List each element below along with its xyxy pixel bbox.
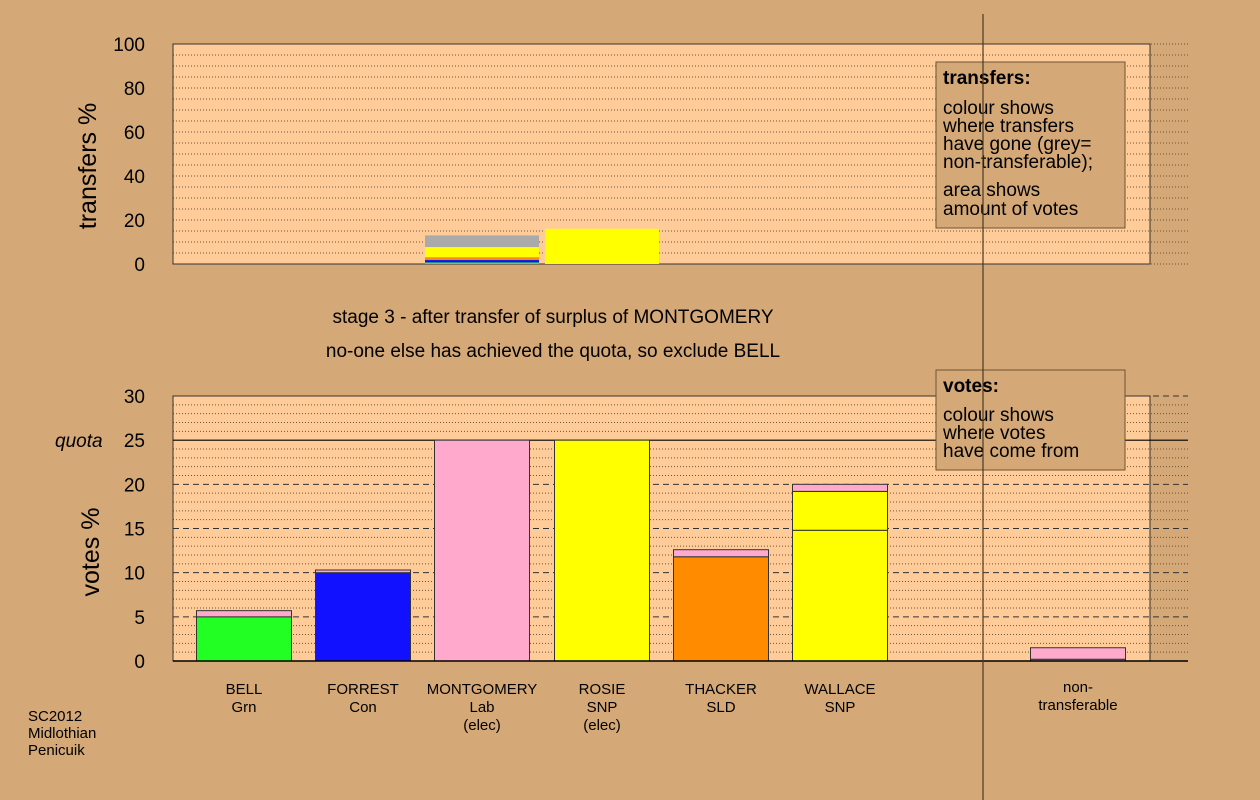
votes-axis-title: votes % xyxy=(77,508,105,597)
stage-caption-line1: stage 3 - after transfer of surplus of M… xyxy=(332,307,773,328)
vote-bar-segment xyxy=(792,529,888,662)
transfer-bar-segment xyxy=(545,228,659,264)
votes-y-tick-label: 10 xyxy=(124,564,145,585)
transfers-legend-line: area shows xyxy=(943,180,1040,201)
transfer-bar-segment xyxy=(425,260,539,263)
votes-y-tick-label: 15 xyxy=(124,520,145,541)
candidate-label: Grn xyxy=(231,699,256,716)
candidate-label: THACKER xyxy=(685,681,757,698)
votes-legend-title: votes: xyxy=(943,376,999,397)
quota-label: quota xyxy=(55,431,103,452)
vote-bar-segment xyxy=(792,483,888,492)
non-transferable-label: non- xyxy=(1063,679,1093,696)
transfer-bar-segment xyxy=(425,257,539,261)
vote-bar-segment xyxy=(196,610,292,618)
vote-bar-segment xyxy=(673,556,769,662)
candidate-label: BELL xyxy=(226,681,263,698)
transfers-y-tick-label: 20 xyxy=(124,211,145,232)
votes-legend-box xyxy=(935,369,1126,471)
vote-bar-segment xyxy=(554,439,650,662)
transfers-legend-line: amount of votes xyxy=(943,199,1078,220)
transfers-legend-line: colour shows xyxy=(943,98,1054,119)
stage-caption-line2: no-one else has achieved the quota, so e… xyxy=(326,341,780,362)
transfers-legend-line: non-transferable); xyxy=(943,152,1093,173)
candidate-label: Lab xyxy=(469,699,494,716)
vote-bar-segment xyxy=(315,572,411,662)
footer-line2: Midlothian xyxy=(28,725,96,742)
vote-bar-segment xyxy=(792,490,888,531)
transfers-y-tick-label: 60 xyxy=(124,123,145,144)
vote-bar-segment xyxy=(315,569,411,574)
candidate-label: FORREST xyxy=(327,681,399,698)
votes-y-tick-label: 30 xyxy=(124,387,145,408)
votes-legend-line: where votes xyxy=(942,423,1045,444)
candidate-label: (elec) xyxy=(463,717,501,734)
candidate-label: SNP xyxy=(825,699,856,716)
votes-y-tick-label: 5 xyxy=(134,608,145,629)
candidate-label: Con xyxy=(349,699,377,716)
candidate-label: WALLACE xyxy=(804,681,875,698)
votes-y-tick-label: 20 xyxy=(124,475,145,496)
transfers-y-tick-label: 0 xyxy=(134,255,145,276)
candidate-label: MONTGOMERY xyxy=(427,681,538,698)
candidate-label: SLD xyxy=(706,699,735,716)
votes-legend-line: colour shows xyxy=(943,405,1054,426)
footer-line3: Penicuik xyxy=(28,742,85,759)
transfers-y-tick-label: 80 xyxy=(124,79,145,100)
vote-bar-segment xyxy=(196,616,292,662)
transfers-y-tick-label: 100 xyxy=(113,35,145,56)
transfer-bar-segment xyxy=(425,235,539,248)
transfers-plot-frame xyxy=(172,43,1151,265)
non-transferable-label: transferable xyxy=(1038,697,1117,714)
votes-legend-line: have come from xyxy=(943,441,1079,462)
candidate-label: (elec) xyxy=(583,717,621,734)
transfers-legend-line: have gone (grey= xyxy=(943,134,1091,155)
vote-bar-segment xyxy=(434,439,530,662)
transfers-axis-title: transfers % xyxy=(74,103,102,229)
transfer-bar-segment xyxy=(425,262,539,264)
footer-line1: SC2012 xyxy=(28,708,82,725)
transfer-bar-segment xyxy=(425,247,539,258)
transfers-legend-box xyxy=(935,61,1126,229)
votes-y-tick-label: 0 xyxy=(134,652,145,673)
candidate-label: ROSIE xyxy=(579,681,626,698)
transfers-legend-title: transfers: xyxy=(943,68,1031,89)
vote-bar-segment xyxy=(1030,647,1126,660)
transfers-y-tick-label: 40 xyxy=(124,167,145,188)
transfers-legend-line: where transfers xyxy=(942,116,1074,137)
candidate-label: SNP xyxy=(587,699,618,716)
vote-bar-segment xyxy=(673,549,769,558)
votes-y-tick-label: 25 xyxy=(124,431,145,452)
